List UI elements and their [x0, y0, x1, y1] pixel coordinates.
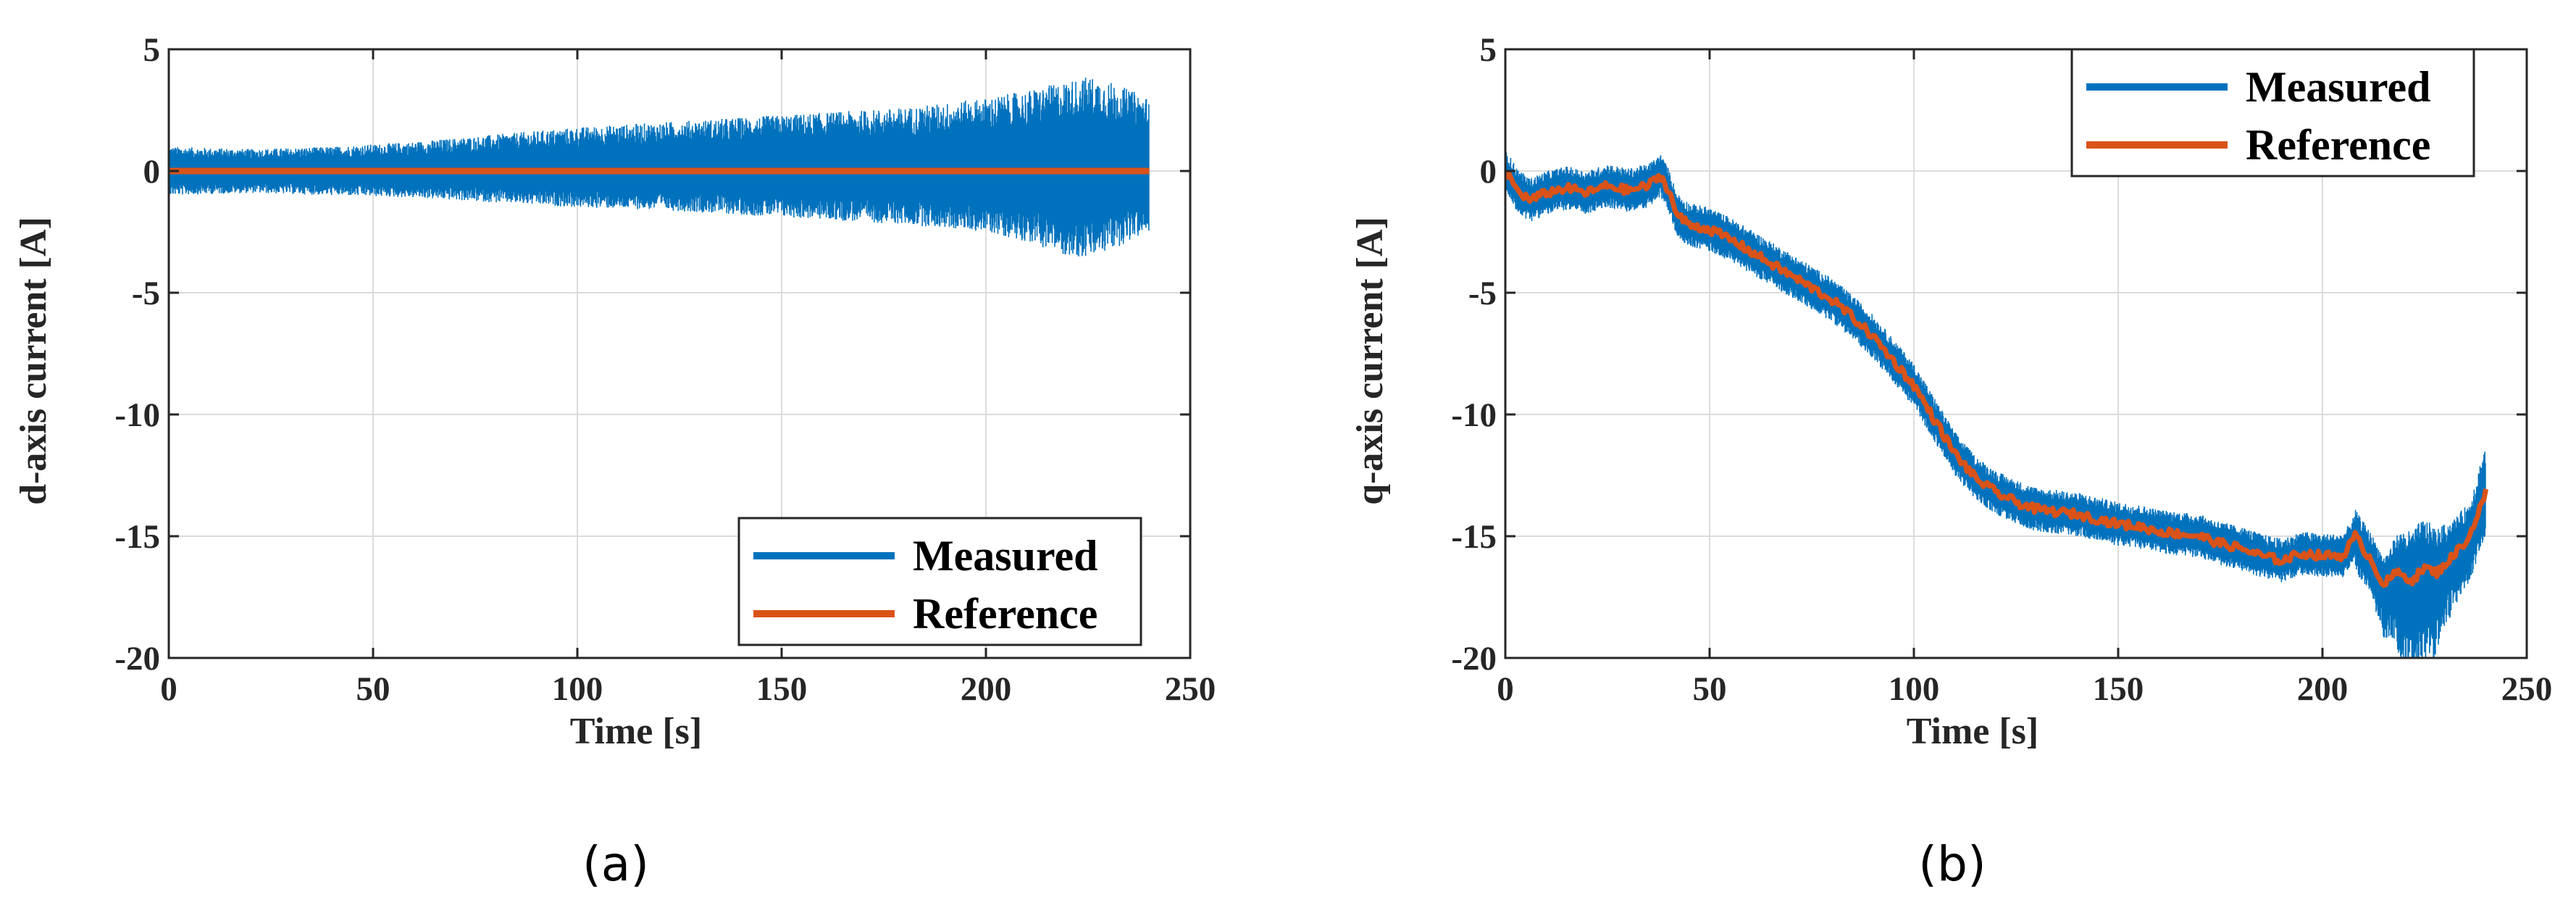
panel-b-x-ticks: 0 50 100 150 200 250	[1497, 49, 2552, 708]
panel-a-plot-area	[169, 78, 1150, 257]
panel-a-xtick-label-3: 150	[756, 670, 808, 708]
panel-a-x-ticks: 0 50 100 150 200 250	[160, 49, 1216, 708]
panel-b-xtick-label-1: 50	[1693, 670, 1727, 708]
panel-a-ytick-label-1: 0	[143, 153, 161, 191]
panel-a-caption: (a)	[582, 836, 649, 892]
panel-b-axes-frame	[1504, 48, 2528, 659]
panel-a-xtick-label-4: 200	[961, 670, 1012, 708]
panel-a-xtick-label-5: 250	[1165, 670, 1216, 708]
panel-b-xtick-label-2: 100	[1889, 670, 1940, 708]
panel-b-legend-label-reference: Reference	[2246, 121, 2430, 169]
panel-a-legend-box	[737, 517, 1142, 646]
panel-a-ytick-label-3: -10	[114, 396, 160, 434]
panel-a-xtick-label-0: 0	[160, 670, 177, 708]
panel-b-ytick-label-3: -10	[1451, 396, 1497, 434]
reference-series-b	[1505, 170, 2489, 588]
panel-b-xtick-label-3: 150	[2093, 670, 2144, 708]
panel-a-ytick-label-5: -20	[114, 640, 160, 678]
panel-a-xtick-label-2: 100	[552, 670, 603, 708]
panel-b-x-axis-label: Time [s]	[1907, 711, 2038, 752]
panel-b-legend-box	[2070, 48, 2475, 178]
measured-series-b	[1505, 150, 2486, 658]
panel-a-x-axis-label: Time [s]	[570, 711, 702, 752]
panel-b-y-axis-label: q-axis current [A]	[1350, 217, 1391, 505]
panel-a: 0 50 100 150 200 250 50-5-10-15-20 Time [s] d…	[13, 31, 1216, 892]
panel-a-ytick-label-4: -15	[114, 518, 160, 556]
measured-series-a	[169, 78, 1150, 257]
panel-a-ytick-label-2: -5	[132, 275, 160, 312]
panel-a-y-axis-label: d-axis current [A]	[13, 217, 54, 505]
panel-a-ytick-label-0: 5	[143, 31, 161, 69]
panel-b-ytick-label-1: 0	[1480, 153, 1497, 191]
panel-a-legend: Measured Reference	[737, 517, 1142, 646]
panel-b-legend: Measured Reference	[2070, 48, 2475, 178]
panel-b-xtick-label-0: 0	[1497, 670, 1514, 708]
panel-b-xtick-label-5: 250	[2501, 670, 2553, 708]
panel-b-ytick-label-4: -15	[1451, 518, 1497, 556]
panel-b-series-group	[1505, 150, 2489, 658]
panel-a-xtick-label-1: 50	[356, 670, 390, 708]
panel-b: 0 50 100 150 200 250 50-5-10-15-20 Time [s] q…	[1350, 31, 2552, 892]
panel-a-y-ticks: 5 0 -5 -10 -15 -20	[114, 31, 1190, 678]
panel-a-axes-frame	[167, 48, 1192, 659]
panel-a-legend-label-reference: Reference	[913, 590, 1097, 638]
panel-b-legend-label-measured: Measured	[2246, 63, 2431, 111]
panel-b-ytick-label-2: -5	[1468, 275, 1497, 312]
panel-b-plot-area	[1505, 150, 2489, 658]
panel-a-series-group	[169, 78, 1150, 257]
panel-b-ytick-label-0: 5	[1480, 31, 1497, 69]
panel-b-xtick-label-4: 200	[2297, 670, 2349, 708]
panel-b-caption: (b)	[1918, 836, 1986, 892]
panel-b-y-ticks: 5 0 -5 -10 -15 -20	[1451, 31, 2527, 678]
panel-b-ytick-label-5: -20	[1451, 640, 1497, 678]
panel-a-legend-label-measured: Measured	[913, 532, 1098, 580]
